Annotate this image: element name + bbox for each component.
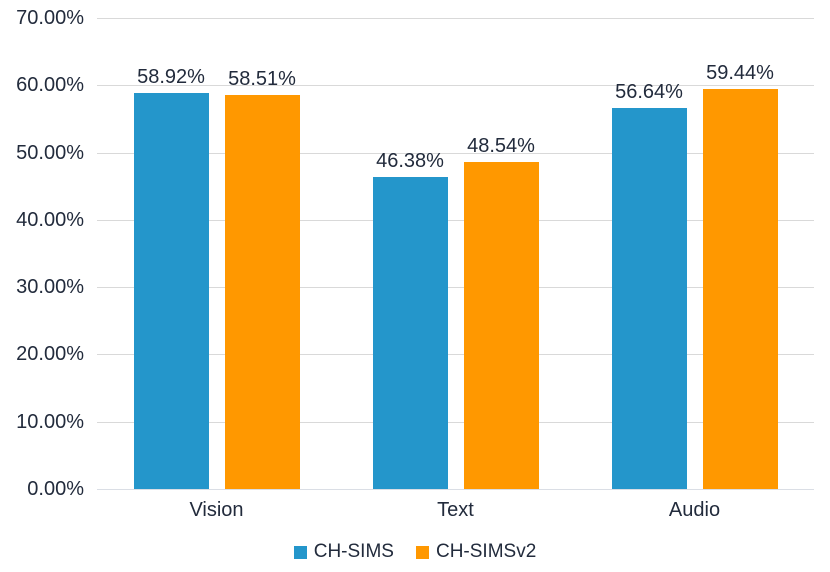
gridline <box>97 18 814 19</box>
gridline <box>97 85 814 87</box>
bar-value-label: 48.54% <box>467 135 535 158</box>
legend-label: CH-SIMS <box>313 541 394 562</box>
bar-ch-simsv2-audio <box>702 89 778 489</box>
bar-value-label: 56.64% <box>615 80 683 103</box>
bar-wrap: 48.54% <box>463 18 539 489</box>
y-tick-label: 30.00% <box>16 276 84 299</box>
y-tick-label: 10.00% <box>16 410 84 433</box>
x-axis-label-vision: Vision <box>189 499 244 521</box>
bar-group-audio: 56.64% 59.44% <box>575 18 814 489</box>
x-axis-label-audio: Audio <box>668 499 721 521</box>
y-tick-label: 60.00% <box>16 74 84 97</box>
y-tick-label: 20.00% <box>16 343 84 366</box>
legend-swatch-icon <box>293 545 307 559</box>
gridline <box>97 219 814 221</box>
bar-wrap: 58.92% <box>133 18 209 489</box>
y-tick-label: 70.00% <box>16 7 84 29</box>
bar-value-label: 58.92% <box>137 65 205 88</box>
y-axis-labels: 0.00% 10.00% 20.00% 30.00% 40.00% 50.00% 60.00… <box>0 8 84 499</box>
legend-item-ch-sims: CH-SIMS <box>293 541 394 563</box>
bar-group-text: 46.38% 48.54% <box>336 18 575 489</box>
x-axis-label-text: Text <box>437 499 474 521</box>
bar-wrap: 58.51% <box>224 18 300 489</box>
plot-area: 58.92% 58.51% 46.38% 48.54% 56.64% 59.44% <box>97 18 814 490</box>
legend-swatch-icon <box>415 545 429 559</box>
bar-wrap: 46.38% <box>372 18 448 489</box>
gridline <box>97 287 814 289</box>
legend-label: CH-SIMSv2 <box>435 541 537 562</box>
bar-value-label: 46.38% <box>376 149 444 172</box>
gridline <box>97 152 814 154</box>
bar-ch-simsv2-vision <box>224 95 300 489</box>
legend-item-ch-simsv2: CH-SIMSv2 <box>415 541 537 563</box>
bar-ch-simsv2-text <box>463 162 539 489</box>
x-axis-labels: Vision Text Audio <box>97 499 814 522</box>
legend: CH-SIMS CH-SIMSv2 <box>0 541 830 563</box>
bar-wrap: 56.64% <box>611 18 687 489</box>
y-tick-label: 50.00% <box>16 141 84 164</box>
bar-ch-sims-text <box>372 176 448 489</box>
y-tick-label: 0.00% <box>27 478 84 500</box>
bar-group-vision: 58.92% 58.51% <box>97 18 336 489</box>
bar-wrap: 59.44% <box>702 18 778 489</box>
gridline <box>97 421 814 423</box>
bar-ch-sims-vision <box>133 92 209 489</box>
y-tick-label: 40.00% <box>16 208 84 231</box>
bar-value-label: 58.51% <box>228 68 296 91</box>
gridline <box>97 354 814 356</box>
bar-ch-sims-audio <box>611 107 687 489</box>
x-axis-line <box>97 489 814 490</box>
bar-value-label: 59.44% <box>706 62 774 85</box>
